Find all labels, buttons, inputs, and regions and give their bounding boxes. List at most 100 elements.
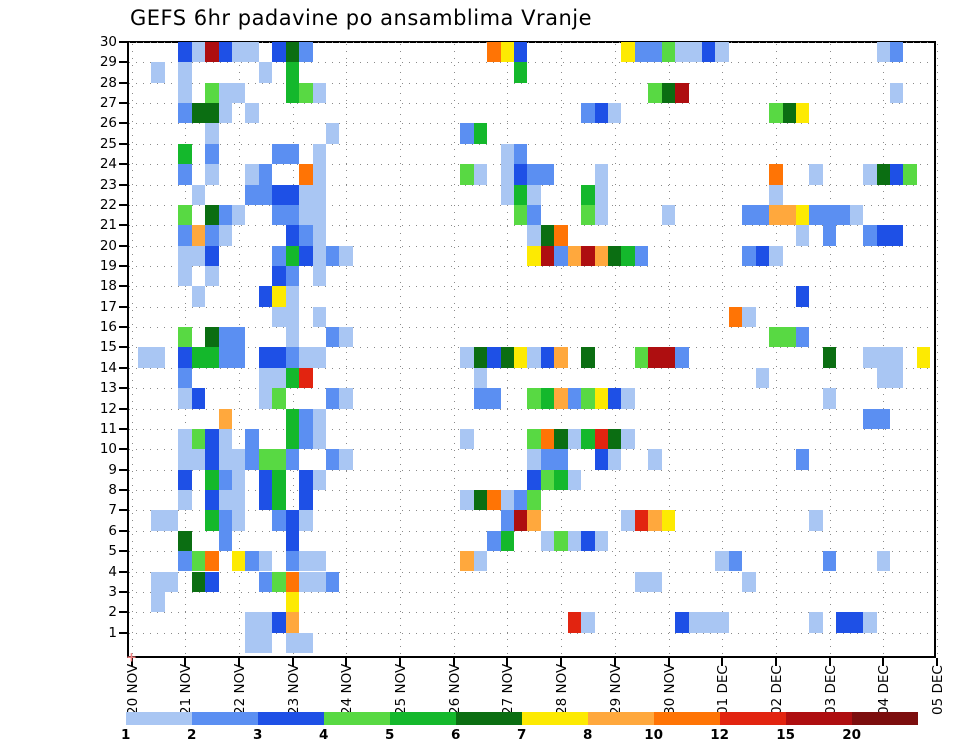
cell-m10-c35: [594, 449, 608, 470]
cell-m13-c34: [581, 388, 595, 409]
y-axis-label: 13: [99, 380, 117, 397]
cell-m22-c14: [312, 204, 326, 226]
cell-m16-c8: [231, 327, 246, 348]
y-axis-label: 1: [108, 624, 117, 641]
y-axis-tick: [119, 407, 127, 410]
cell-m15-c26: [473, 347, 488, 368]
cell-m24-c9: [245, 164, 259, 185]
cell-m30-c7: [218, 42, 232, 63]
cell-m12-c7: [218, 408, 232, 429]
cell-m23-c30: [527, 184, 541, 205]
x-axis-date-label: 03 DEC: [822, 665, 839, 715]
x-axis-date-label: 05 DEC: [930, 665, 946, 715]
hgrid-line: [129, 367, 934, 369]
y-axis-label: 30: [99, 34, 117, 50]
cell-m24-c30: [527, 164, 541, 185]
cell-m2-c54: [849, 612, 864, 633]
y-axis-tick: [119, 224, 127, 227]
plot-title: GEFS 6hr padavine po ansamblima Vranje: [130, 6, 593, 30]
y-axis-tick: [119, 244, 127, 247]
x-axis-tick: [506, 658, 509, 666]
hgrid-line: [129, 327, 934, 329]
cell-m10-c32: [554, 449, 568, 470]
cell-m24-c26: [473, 164, 488, 185]
cell-m11-c5: [191, 428, 206, 450]
colorbar-label: 8: [582, 727, 593, 742]
cell-m29-c10: [258, 62, 273, 83]
cell-m20-c15: [325, 245, 340, 266]
hgrid-line: [129, 632, 934, 634]
cell-m5-c26: [473, 551, 488, 572]
cell-m23-c5: [191, 184, 206, 205]
cell-m28-c13: [299, 82, 313, 104]
cell-m5-c14: [312, 551, 326, 572]
cell-m11-c12: [285, 428, 300, 450]
cell-m15-c7: [218, 347, 232, 368]
x-axis-tick: [560, 658, 563, 666]
cell-m15-c5: [191, 347, 206, 368]
hgrid-line: [129, 530, 934, 532]
cell-m23-c12: [285, 184, 300, 205]
cell-m22-c12: [285, 204, 300, 226]
cell-m26-c25: [460, 123, 474, 144]
y-axis-label: 17: [99, 298, 117, 315]
cell-m15-c13: [299, 347, 313, 368]
cell-m4-c46: [742, 571, 756, 592]
cell-m15-c8: [231, 347, 246, 368]
cell-m21-c5: [191, 225, 206, 246]
cell-m2-c51: [809, 612, 823, 633]
cell-m2-c33: [567, 612, 582, 633]
cell-m5-c8: [231, 551, 246, 572]
cell-m6-c27: [487, 530, 501, 552]
cell-m15-c39: [648, 347, 662, 368]
cell-m7-c2: [151, 510, 165, 531]
cell-m30-c37: [621, 42, 635, 63]
cell-m5-c12: [285, 551, 300, 572]
cell-m14-c26: [473, 367, 488, 389]
cell-m9-c8: [231, 469, 246, 491]
cell-m21-c52: [822, 225, 837, 246]
colorbar-label: 12: [710, 727, 730, 742]
cell-m25-c14: [312, 143, 326, 165]
vgrid-line: [937, 44, 938, 656]
cell-m13-c15: [325, 388, 340, 409]
x-axis-tick: [774, 658, 777, 666]
cell-m7-c51: [809, 510, 823, 531]
cell-m13-c35: [594, 388, 608, 409]
y-axis-tick: [119, 387, 127, 390]
cell-m5-c52: [822, 551, 837, 572]
cell-m20-c4: [178, 245, 192, 266]
cell-m30-c41: [675, 42, 689, 63]
x-axis-tick: [237, 658, 240, 666]
cell-m1-c9: [245, 632, 259, 653]
cell-m4-c10: [258, 571, 273, 592]
cell-m22-c53: [836, 204, 850, 226]
cell-m30-c57: [890, 42, 904, 63]
cell-m10-c4: [178, 449, 192, 470]
cell-m17-c46: [742, 306, 756, 328]
y-axis-label: 11: [99, 420, 117, 437]
cell-m2-c42: [688, 612, 702, 633]
cell-m24-c56: [876, 164, 890, 185]
cell-m23-c29: [513, 184, 528, 205]
cell-m18-c12: [285, 286, 300, 307]
vgrid-line: [614, 44, 616, 656]
cell-m20-c31: [540, 245, 555, 266]
cell-m20-c33: [567, 245, 582, 266]
cell-m15-c11: [272, 347, 286, 368]
cell-m25-c29: [513, 143, 528, 165]
cell-m14-c12: [285, 367, 300, 389]
colorbar-segment: [785, 712, 852, 725]
cell-m13-c4: [178, 388, 192, 409]
hgrid-line: [129, 571, 934, 573]
colorbar-label: 1: [120, 727, 131, 742]
cell-m27-c36: [607, 103, 622, 124]
cell-m5-c6: [205, 551, 219, 572]
y-axis-label: 24: [99, 156, 117, 173]
x-axis-date-label: 27 NOV: [500, 663, 517, 715]
cell-m10-c36: [607, 449, 622, 470]
cell-m13-c32: [554, 388, 568, 409]
cell-m4-c15: [325, 571, 340, 592]
cell-m25-c4: [178, 143, 192, 165]
cell-m1-c10: [258, 632, 273, 653]
